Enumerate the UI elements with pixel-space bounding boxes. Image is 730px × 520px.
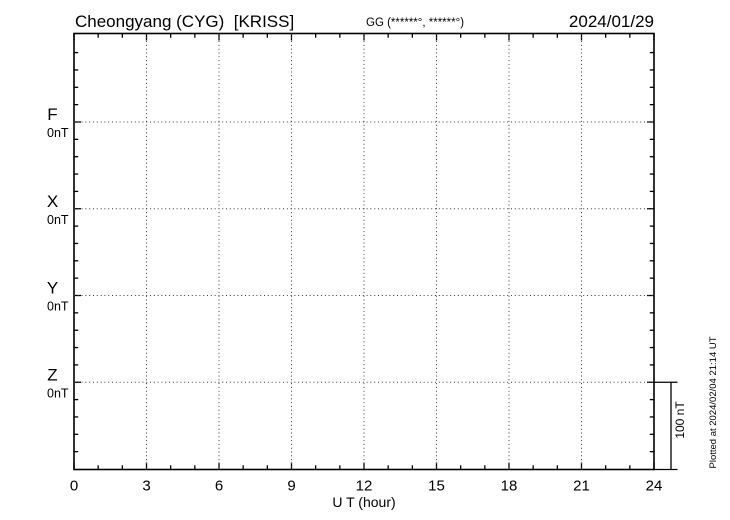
station-title: Cheongyang (CYG) [KRISS] [75, 12, 294, 31]
channel-label-z: Z [47, 365, 57, 384]
channel-baseline-value-y: 0nT [47, 300, 69, 314]
x-tick-label: 0 [70, 478, 78, 495]
channel-baseline-value-x: 0nT [47, 213, 69, 227]
channel-label-x: X [47, 192, 58, 211]
date-label: 2024/01/29 [569, 12, 654, 31]
channel-baseline-value-z: 0nT [47, 386, 69, 400]
x-tick-label: 15 [428, 478, 445, 495]
channel-baseline-value-f: 0nT [47, 126, 69, 140]
channel-label-f: F [47, 105, 57, 124]
x-tick-label: 21 [573, 478, 590, 495]
channel-label-y: Y [47, 279, 58, 298]
scale-bar-label: 100 nT [673, 401, 687, 439]
x-tick-label: 6 [215, 478, 223, 495]
x-tick-label: 24 [646, 478, 663, 495]
plot-grid [73, 32, 678, 471]
plot-generated-labels: F 0nT X 0nT Y 0nT Z 0nT 0 3 6 9 12 15 18 21 24 [47, 105, 663, 495]
x-tick-label: 12 [356, 478, 373, 495]
x-tick-label: 9 [287, 478, 295, 495]
x-axis-label: U T (hour) [332, 494, 395, 510]
geographic-coords-label: GG (******°, ******°) [366, 17, 464, 29]
x-tick-label: 18 [501, 478, 518, 495]
x-tick-label: 3 [142, 478, 150, 495]
plotted-at-note: Plotted at 2024/02/04 21:14 UT [708, 336, 719, 468]
